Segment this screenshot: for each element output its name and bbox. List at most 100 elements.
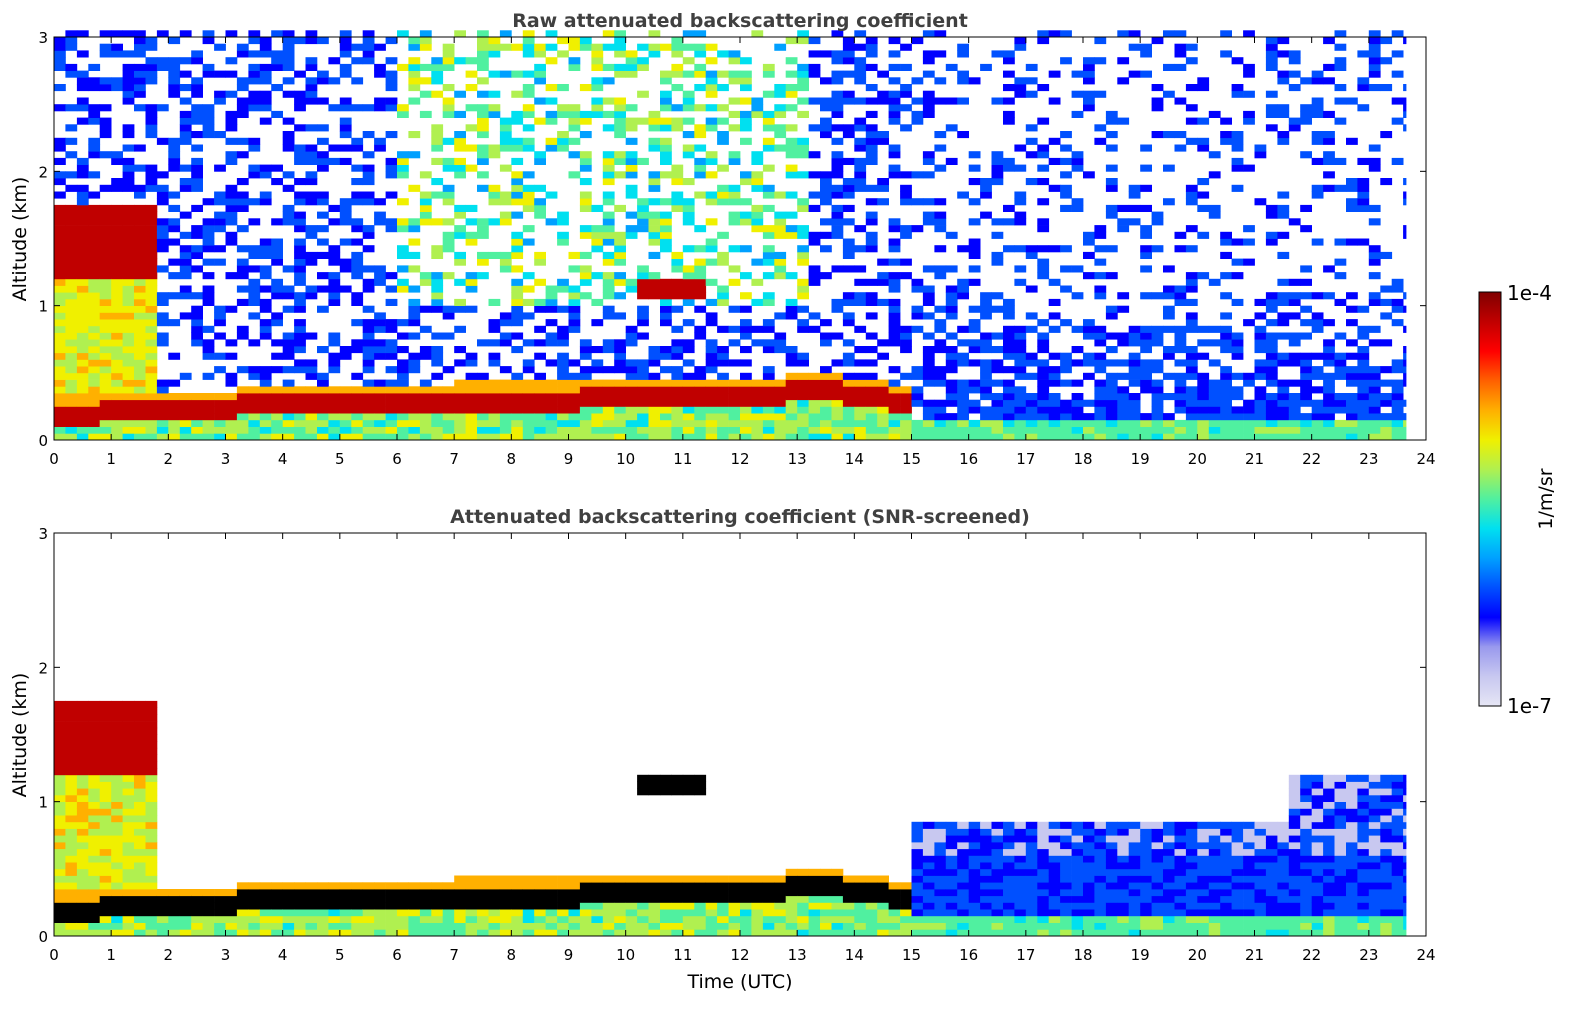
heatmap-cell [328, 204, 341, 212]
heatmap-cell [1060, 265, 1072, 273]
heatmap-cell [968, 848, 981, 856]
heatmap-cell [957, 915, 969, 923]
heatmap-cell [259, 104, 272, 112]
heatmap-cell [454, 406, 466, 414]
heatmap-cell [1117, 117, 1130, 125]
heatmap-cell [1025, 902, 1038, 910]
heatmap-cell [1083, 419, 1095, 427]
heatmap-cell [54, 332, 66, 340]
heatmap-cell [694, 386, 707, 394]
heatmap-cell [991, 393, 1004, 401]
heatmap-cell [602, 305, 615, 313]
heatmap-cell [236, 909, 249, 917]
heatmap-cell [202, 346, 215, 354]
heatmap-cell [877, 419, 889, 427]
heatmap-cell [808, 882, 821, 890]
heatmap-cell [522, 366, 535, 374]
heatmap-cell [717, 117, 729, 125]
heatmap-cell [591, 204, 604, 212]
heatmap-cell [339, 43, 352, 51]
heatmap-cell [591, 63, 604, 71]
heatmap-cell [1048, 366, 1061, 374]
heatmap-cell [88, 191, 101, 199]
heatmap-cell [294, 124, 306, 132]
heatmap-cell [1140, 426, 1152, 434]
heatmap-cell [477, 372, 489, 380]
heatmap-cell [694, 902, 707, 910]
heatmap-cell [957, 882, 969, 890]
heatmap-cell [1357, 426, 1370, 434]
heatmap-cell [442, 137, 455, 145]
heatmap-cell [488, 433, 501, 441]
heatmap-cell [1265, 124, 1278, 132]
heatmap-cell [1094, 406, 1107, 414]
heatmap-cell [717, 929, 729, 937]
heatmap-cell [76, 915, 89, 923]
heatmap-cell [54, 774, 66, 782]
heatmap-cell [385, 386, 398, 394]
heatmap-cell [351, 413, 364, 421]
heatmap-cell [968, 178, 981, 186]
heatmap-cell [1311, 97, 1324, 105]
heatmap-cell [111, 801, 123, 809]
heatmap-cell [762, 63, 775, 71]
heatmap-cell [717, 902, 729, 910]
heatmap-cell [431, 346, 444, 354]
heatmap-cell [65, 272, 78, 280]
heatmap-cell [1003, 922, 1015, 930]
heatmap-cell [1265, 379, 1278, 387]
heatmap-cell [534, 902, 546, 910]
heatmap-cell [1037, 359, 1050, 367]
heatmap-cell [660, 104, 672, 112]
heatmap-cell [1060, 366, 1072, 374]
heatmap-cell [1151, 339, 1164, 347]
heatmap-cell [191, 339, 203, 347]
heatmap-cell [385, 929, 398, 937]
heatmap-cell [111, 379, 123, 387]
heatmap-cell [854, 265, 867, 273]
heatmap-cell [511, 393, 524, 401]
heatmap-cell [499, 117, 512, 125]
heatmap-cell [1037, 895, 1050, 903]
heatmap-cell [522, 137, 535, 145]
heatmap-cell [1105, 909, 1118, 917]
heatmap-cell [122, 868, 135, 876]
heatmap-cell [374, 379, 386, 387]
heatmap-cell [1334, 97, 1347, 105]
heatmap-cell [865, 124, 878, 132]
heatmap-cell [762, 426, 775, 434]
heatmap-cell [614, 339, 626, 347]
heatmap-cell [1300, 117, 1312, 125]
heatmap-cell [1048, 848, 1061, 856]
heatmap-cell [191, 292, 203, 300]
heatmap-cell [1014, 413, 1027, 421]
heatmap-cell [465, 278, 478, 286]
heatmap-cell [156, 191, 169, 199]
heatmap-cell [282, 339, 295, 347]
heatmap-cell [76, 298, 89, 306]
heatmap-cell [385, 37, 398, 45]
heatmap-cell [442, 909, 455, 917]
heatmap-cell [1105, 245, 1118, 253]
heatmap-cell [339, 198, 352, 206]
heatmap-cell [511, 379, 524, 387]
heatmap-cell [694, 379, 707, 387]
heatmap-cell [339, 144, 352, 152]
heatmap-cell [54, 319, 66, 327]
heatmap-cell [1288, 419, 1301, 427]
heatmap-cell [865, 137, 878, 145]
heatmap-cell [694, 419, 707, 427]
x-tick-label: 0 [49, 450, 59, 468]
heatmap-cell [202, 117, 215, 125]
heatmap-cell [1003, 393, 1015, 401]
heatmap-cell [248, 198, 261, 206]
heatmap-cell [1243, 406, 1255, 414]
heatmap-cell [511, 285, 524, 293]
heatmap-cell [54, 171, 66, 179]
heatmap-cell [145, 902, 158, 910]
heatmap-cell [374, 97, 386, 105]
heatmap-cell [54, 63, 66, 71]
heatmap-cell [682, 875, 695, 883]
heatmap-cell [1174, 292, 1187, 300]
heatmap-cell [842, 379, 855, 387]
